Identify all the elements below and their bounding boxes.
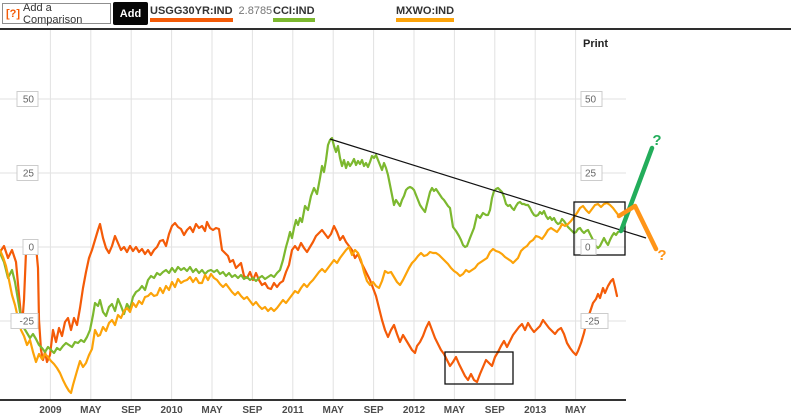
x-tick-label: SEP	[242, 405, 262, 416]
x-tick-label: MAY	[80, 405, 102, 416]
x-tick-label: 2009	[39, 405, 62, 416]
x-tick-label: SEP	[485, 405, 505, 416]
legend-label: MXWO:IND	[396, 5, 455, 22]
y-tick-box-left	[22, 239, 39, 255]
series-line-mxwo-ind	[0, 201, 621, 395]
legend-item-usgg30yr: USGG30YR:IND 2.8785	[150, 5, 272, 22]
projection-arrow-bullish-projection	[618, 145, 655, 234]
series-line-cci-ind	[0, 136, 622, 355]
question-mark-bullish-projection: ?	[652, 132, 661, 149]
x-tick-label: 2012	[403, 405, 426, 416]
x-tick-label: MAY	[444, 405, 466, 416]
y-tick-box-right	[580, 165, 603, 181]
x-tick-label: MAY	[323, 405, 345, 416]
y-tick-label-left: -25	[20, 317, 35, 328]
y-tick-label-right: 0	[585, 243, 591, 254]
y-tick-label-right: 50	[585, 95, 597, 106]
trend-line	[329, 138, 647, 239]
x-tick-label: MAY	[565, 405, 587, 416]
y-tick-box-left	[16, 91, 39, 107]
y-tick-box-right	[580, 239, 597, 255]
add-comparison-input[interactable]: [?] Add a Comparison	[2, 1, 111, 26]
y-tick-box-right	[580, 313, 609, 329]
legend-item-mxwo: MXWO:IND	[396, 5, 455, 22]
add-comparison-placeholder: Add a Comparison	[23, 1, 83, 26]
legend-label: CCI:IND	[273, 5, 315, 22]
y-tick-label-right: 25	[585, 169, 597, 180]
y-tick-box-right	[580, 91, 603, 107]
y-tick-box-left	[16, 165, 39, 181]
legend-item-cci: CCI:IND	[273, 5, 315, 22]
toolbar: [?] Add a Comparison Add USGG30YR:IND 2.8…	[0, 0, 791, 30]
y-tick-label-left: 25	[23, 169, 35, 180]
x-tick-label: 2013	[524, 405, 547, 416]
y-tick-label-right: -25	[585, 317, 600, 328]
help-icon: [?]	[6, 7, 21, 20]
add-button[interactable]: Add	[113, 2, 148, 25]
annotation-box	[573, 201, 626, 256]
y-tick-label-left: 0	[28, 243, 34, 254]
x-tick-label: MAY	[201, 405, 223, 416]
print-button[interactable]: Print	[583, 38, 609, 50]
legend-value: 2.8785	[238, 5, 273, 17]
x-tick-label: 2011	[282, 405, 304, 416]
legend-label: USGG30YR:IND	[150, 5, 233, 22]
y-tick-label-left: 50	[23, 95, 35, 106]
series-line-usgg30yr-ind	[0, 220, 619, 384]
projection-arrow-bearish-projection	[616, 203, 659, 252]
y-tick-box-left	[10, 313, 39, 329]
x-tick-label: SEP	[121, 405, 141, 416]
annotation-box	[444, 351, 514, 385]
x-tick-label: SEP	[364, 405, 384, 416]
question-mark-bearish-projection: ?	[657, 247, 666, 264]
x-tick-label: 2010	[160, 405, 183, 416]
